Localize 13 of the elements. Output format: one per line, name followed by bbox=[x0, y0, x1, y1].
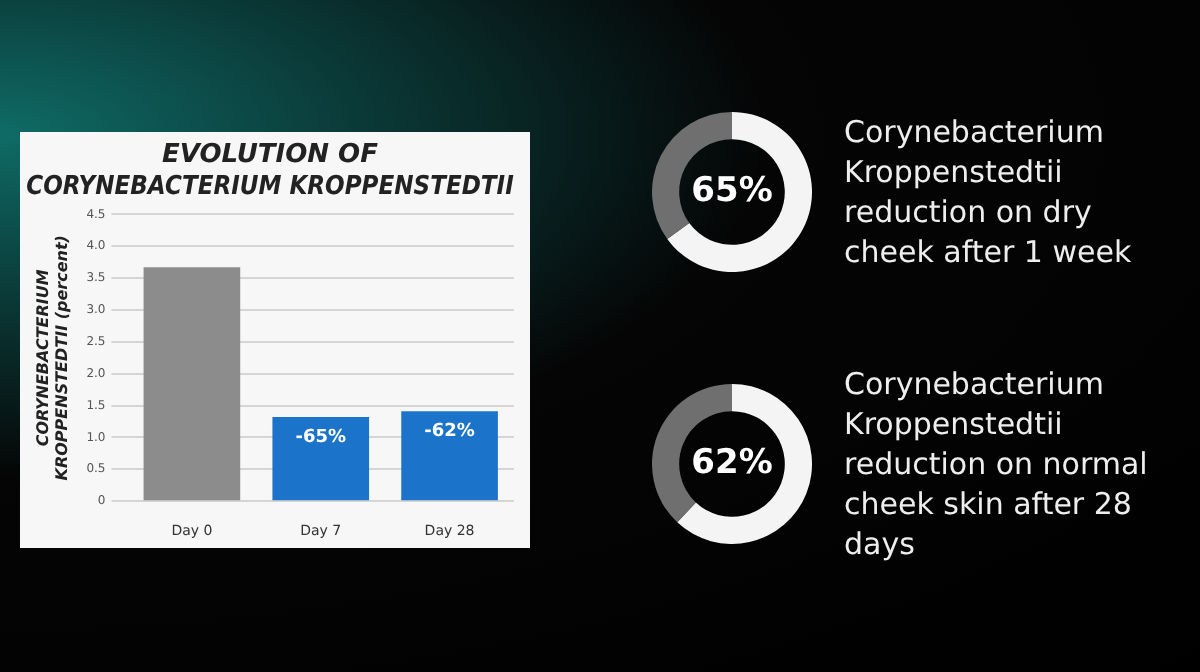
bar bbox=[401, 411, 498, 501]
text: KROPPENSTEDTII (percent) bbox=[52, 235, 71, 481]
bar bbox=[143, 267, 241, 501]
text: CORYNEBACTERIUM KROPPENSTEDTII bbox=[26, 170, 514, 200]
text: Corynebacterium Kroppenstedtii reduction on dry cheek after 1 week bbox=[844, 112, 1134, 272]
data-label: 65% bbox=[691, 170, 773, 211]
bar bbox=[272, 417, 370, 501]
data-label: 62% bbox=[691, 442, 773, 483]
annotation: -62% bbox=[424, 422, 475, 443]
text: EVOLUTION OF bbox=[162, 140, 378, 171]
annotation: -65% bbox=[295, 427, 347, 448]
text: CORYNEBACTERIUM bbox=[33, 269, 52, 447]
text: Corynebacterium Kroppenstedtii reduction on normal cheek skin after 28 days bbox=[844, 364, 1150, 564]
